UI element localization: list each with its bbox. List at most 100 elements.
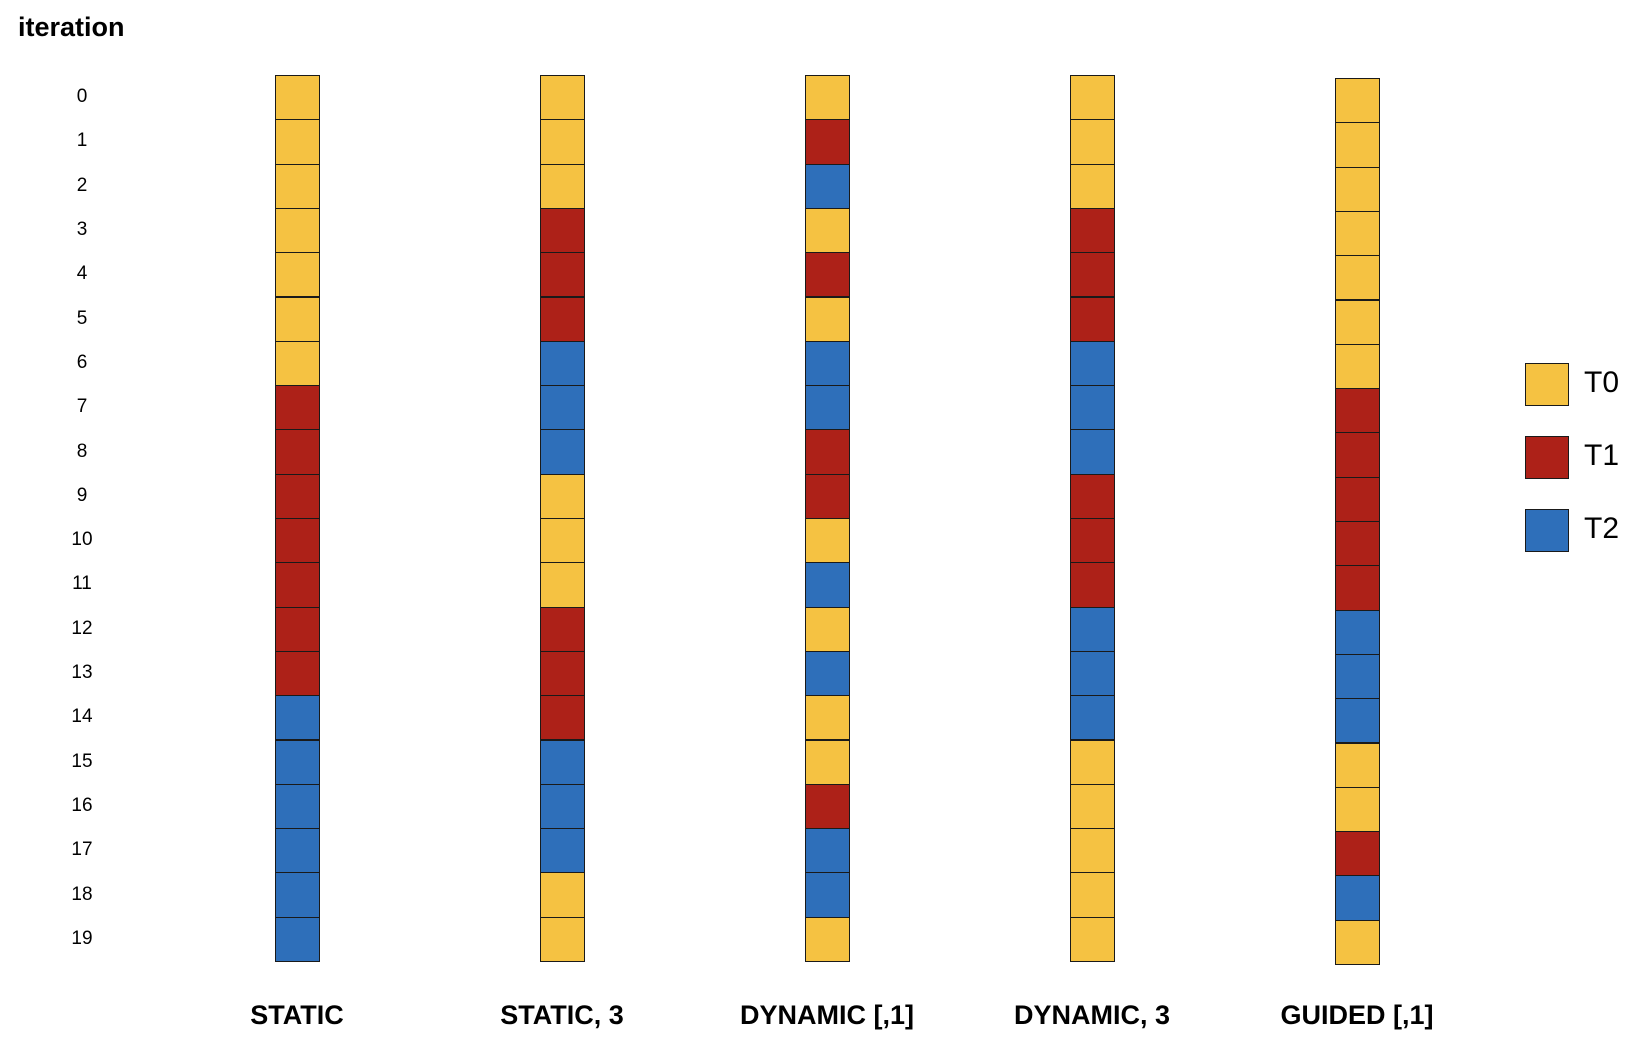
- iteration-cell: [274, 739, 320, 785]
- iteration-label: 4: [76, 263, 88, 285]
- iteration-cell: [539, 518, 585, 564]
- iteration-cell: [274, 163, 320, 209]
- iteration-cell: [274, 828, 320, 874]
- iteration-cell: [539, 562, 585, 608]
- iteration-cell: [274, 296, 320, 342]
- iteration-label: 9: [76, 484, 88, 506]
- iteration-cell: [1334, 122, 1380, 168]
- iteration-cell: [539, 828, 585, 874]
- iteration-cell: [1334, 78, 1380, 124]
- iteration-cell: [539, 252, 585, 298]
- iteration-cell: [1334, 609, 1380, 655]
- iteration-cell: [274, 872, 320, 918]
- iteration-label: 13: [71, 662, 93, 684]
- iteration-cell: [1069, 783, 1115, 830]
- iteration-cell: [1069, 562, 1115, 608]
- iteration-cell: [539, 119, 585, 165]
- iteration-cell: [274, 606, 320, 652]
- iteration-cell: [804, 562, 850, 608]
- iteration-label: 1: [76, 130, 88, 152]
- iteration-cell: [274, 916, 320, 962]
- iteration-cell: [1334, 476, 1380, 522]
- iteration-label: 6: [76, 351, 88, 373]
- iteration-cell: [1334, 831, 1380, 877]
- iteration-cell: [804, 828, 850, 874]
- iteration-cell: [804, 916, 850, 962]
- iteration-cell: [1069, 75, 1115, 121]
- iteration-cell: [539, 385, 585, 431]
- iteration-cell: [1069, 473, 1115, 519]
- schedule-label: GUIDED [,1]: [1280, 1000, 1434, 1030]
- iteration-cell: [274, 119, 320, 165]
- iteration-cell: [539, 163, 585, 209]
- iteration-cell: [1069, 828, 1115, 874]
- iteration-cell: [539, 429, 585, 475]
- iteration-label: 8: [76, 440, 88, 462]
- iteration-cell: [1334, 255, 1380, 301]
- iteration-cell: [274, 650, 320, 697]
- iteration-cell: [274, 562, 320, 608]
- iteration-cell: [1069, 606, 1115, 652]
- iteration-cell: [804, 606, 850, 652]
- iteration-cell: [804, 783, 850, 830]
- iteration-label: 12: [71, 617, 93, 639]
- iteration-cell: [539, 296, 585, 342]
- iteration-cell: [1334, 742, 1380, 788]
- iteration-cell: [804, 518, 850, 564]
- iteration-cell: [539, 340, 585, 387]
- iteration-label: 14: [71, 706, 93, 728]
- iteration-cell: [274, 385, 320, 431]
- iteration-cell: [539, 695, 585, 741]
- iteration-cell: [274, 207, 320, 254]
- iteration-cell: [1334, 919, 1380, 965]
- iteration-cell: [804, 695, 850, 741]
- iteration-label: 16: [71, 794, 93, 816]
- iteration-cell: [1069, 872, 1115, 918]
- legend-label: T1: [1584, 439, 1620, 472]
- iteration-label: 3: [76, 219, 88, 241]
- iteration-cell: [1334, 875, 1380, 921]
- iteration-cell: [539, 473, 585, 519]
- legend-label: T2: [1584, 512, 1620, 545]
- iteration-cell: [804, 163, 850, 209]
- iteration-cell: [1069, 119, 1115, 165]
- iteration-cell: [539, 916, 585, 962]
- iteration-cell: [804, 429, 850, 475]
- iteration-cell: [1069, 916, 1115, 962]
- iteration-cell: [804, 119, 850, 165]
- iteration-label: 17: [71, 839, 93, 861]
- legend-swatch: [1525, 436, 1569, 479]
- iteration-label: 18: [71, 883, 93, 905]
- iteration-cell: [1069, 429, 1115, 475]
- iteration-cell: [1069, 650, 1115, 697]
- iteration-cell: [539, 872, 585, 918]
- iteration-label: 15: [71, 750, 93, 772]
- iteration-cell: [804, 207, 850, 254]
- iteration-cell: [804, 340, 850, 387]
- iteration-cell: [539, 783, 585, 830]
- iteration-cell: [1334, 786, 1380, 833]
- iteration-cell: [1069, 252, 1115, 298]
- iteration-label: 5: [76, 307, 88, 329]
- iteration-cell: [804, 650, 850, 697]
- iteration-label: 19: [71, 927, 93, 949]
- iteration-cell: [274, 340, 320, 387]
- schedule-label: STATIC, 3: [500, 1000, 624, 1030]
- iteration-label: 10: [71, 529, 93, 551]
- iteration-cell: [1334, 653, 1380, 700]
- iteration-cell: [1069, 518, 1115, 564]
- iteration-cell: [804, 252, 850, 298]
- schedule-label: DYNAMIC, 3: [1013, 1000, 1170, 1030]
- iteration-cell: [1069, 340, 1115, 387]
- legend-label: T0: [1584, 366, 1620, 399]
- iteration-cell: [804, 473, 850, 519]
- iteration-cell: [1069, 296, 1115, 342]
- iteration-cell: [274, 252, 320, 298]
- iteration-cell: [274, 473, 320, 519]
- iteration-cell: [1069, 385, 1115, 431]
- iteration-cell: [1069, 207, 1115, 254]
- iteration-label: 7: [76, 396, 88, 418]
- schedule-label: DYNAMIC [,1]: [740, 1000, 914, 1030]
- iteration-cell: [804, 872, 850, 918]
